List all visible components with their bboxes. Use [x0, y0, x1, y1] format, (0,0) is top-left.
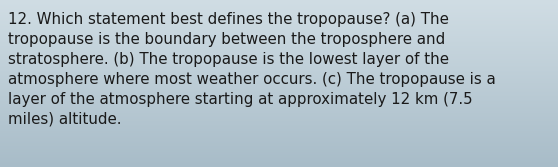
Text: 12. Which statement best defines the tropopause? (a) The
tropopause is the bound: 12. Which statement best defines the tro… — [8, 12, 496, 127]
